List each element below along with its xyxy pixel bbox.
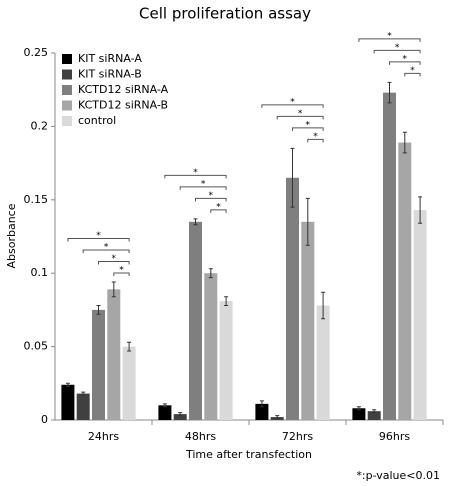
- significance-marker: *: [96, 231, 101, 241]
- bar: [76, 393, 90, 420]
- significance-bracket: [389, 61, 421, 65]
- significance-bracket: [404, 72, 421, 77]
- error-bar: [356, 406, 361, 411]
- bar: [286, 177, 299, 420]
- y-tick-label: 0.1: [31, 266, 49, 279]
- significance-bracket: [261, 104, 324, 108]
- significance-marker: *: [313, 132, 318, 142]
- significance-marker: *: [395, 43, 400, 53]
- legend-label: KIT siRNA-B: [78, 68, 142, 81]
- error-bar: [224, 296, 229, 306]
- significance-bracket: [195, 197, 227, 202]
- significance-marker: *: [306, 120, 311, 130]
- significance-marker: *: [201, 179, 206, 189]
- bar: [219, 301, 233, 420]
- significance-bracket: [67, 238, 130, 242]
- y-tick-label: 0.15: [24, 193, 49, 206]
- legend-swatch: [62, 69, 72, 80]
- bar: [316, 305, 330, 420]
- error-bar: [193, 218, 198, 226]
- y-tick-label: 0.2: [31, 119, 49, 132]
- bar: [173, 414, 187, 420]
- bar: [352, 408, 366, 420]
- bar: [61, 384, 75, 420]
- bar: [92, 309, 105, 420]
- significance-marker: *: [104, 243, 109, 253]
- y-axis-title: Absorbance: [5, 203, 18, 268]
- significance-bracket: [292, 127, 324, 131]
- bar: [158, 405, 172, 420]
- bar: [189, 221, 202, 420]
- significance-bracket: [113, 272, 130, 277]
- legend-swatch: [62, 85, 72, 95]
- significance-marker: *: [387, 31, 392, 41]
- error-bar: [127, 341, 132, 352]
- error-bar: [321, 291, 326, 320]
- significance-marker: *: [290, 97, 295, 107]
- significance-bracket: [82, 249, 130, 254]
- y-tick-label: 0.05: [24, 340, 49, 353]
- bar: [413, 210, 427, 420]
- x-axis-title: Time after transfection: [185, 448, 312, 461]
- error-bar: [259, 400, 264, 408]
- significance-marker: *: [298, 109, 303, 119]
- chart-title: Cell proliferation assay: [139, 5, 311, 23]
- bar: [383, 92, 396, 421]
- error-bar: [372, 409, 377, 414]
- error-bar: [178, 412, 183, 417]
- significance-bracket: [210, 209, 227, 213]
- significance-bracket: [358, 38, 421, 42]
- error-bar: [418, 196, 423, 224]
- y-tick-label: 0: [41, 413, 48, 426]
- significance-bracket: [276, 115, 324, 120]
- significance-marker: *: [119, 266, 124, 276]
- significance-marker: *: [410, 66, 415, 76]
- x-tick-label: 96hrs: [379, 430, 410, 443]
- significance-marker: *: [403, 54, 408, 64]
- significance-bracket: [373, 49, 421, 54]
- legend-label: KIT siRNA-A: [78, 52, 142, 65]
- error-bar: [96, 304, 101, 315]
- significance-bracket: [164, 174, 227, 179]
- legend-label: control: [78, 114, 116, 127]
- significance-bracket: [98, 261, 130, 265]
- error-bar: [81, 391, 86, 396]
- legend-swatch: [62, 100, 72, 111]
- significance-marker: *: [209, 191, 214, 201]
- bar: [398, 142, 412, 420]
- x-tick-label: 24hrs: [88, 430, 119, 443]
- bar: [204, 273, 218, 420]
- error-bar: [402, 131, 407, 154]
- bar: [255, 403, 269, 420]
- significance-bracket: [307, 138, 324, 143]
- x-tick-label: 48hrs: [185, 430, 216, 443]
- footnote: *:p-value<0.01: [356, 469, 440, 482]
- error-bar: [387, 81, 392, 104]
- x-tick-label: 72hrs: [282, 430, 313, 443]
- error-bar: [111, 281, 116, 298]
- significance-marker: *: [216, 202, 221, 212]
- legend-swatch: [62, 54, 72, 64]
- error-bar: [65, 382, 70, 387]
- error-bar: [305, 197, 310, 246]
- bar: [301, 221, 315, 420]
- legend-label: KCTD12 siRNA-A: [78, 83, 169, 96]
- error-bar: [275, 415, 280, 420]
- legend-label: KCTD12 siRNA-B: [78, 99, 168, 112]
- legend-swatch: [62, 116, 72, 126]
- significance-bracket: [179, 186, 227, 190]
- error-bar: [290, 147, 295, 208]
- y-tick-label: 0.25: [24, 46, 49, 59]
- error-bar: [162, 403, 167, 408]
- bar: [107, 289, 121, 420]
- error-bar: [208, 268, 213, 279]
- significance-marker: *: [112, 254, 117, 264]
- bar: [122, 346, 136, 420]
- bar: [367, 411, 381, 420]
- significance-marker: *: [193, 168, 198, 178]
